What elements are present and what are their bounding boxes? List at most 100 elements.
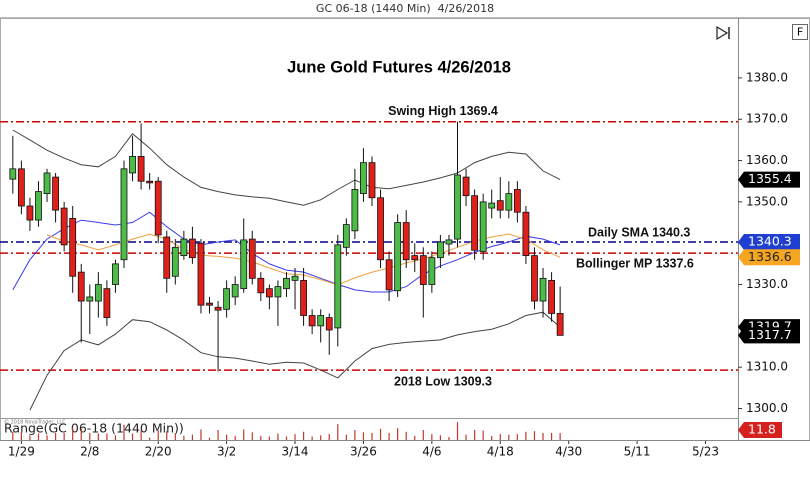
candle-body	[496, 200, 504, 211]
candle-body	[189, 238, 196, 259]
x-tick-label: 5/11	[624, 445, 651, 459]
price-tag	[738, 171, 800, 188]
candle-body	[428, 257, 436, 285]
candle-body	[26, 205, 34, 221]
candle-body	[505, 193, 513, 211]
candle-body	[52, 176, 59, 211]
candle-body	[17, 168, 25, 207]
x-tick-label: 2/20	[145, 445, 172, 459]
candle-body	[77, 271, 85, 302]
overlay-line	[12, 211, 561, 293]
candle-body	[137, 156, 145, 182]
x-tick-label: 3/14	[282, 445, 309, 459]
candle-body	[69, 218, 77, 277]
candle-body	[86, 296, 94, 302]
level-label: 2018 Low 1309.3	[394, 374, 492, 388]
candle-body	[462, 176, 470, 197]
x-tick-label: 3/26	[350, 445, 377, 459]
toolbar-button-label[interactable]: F	[797, 26, 803, 39]
candle-body	[351, 189, 359, 232]
candle-body	[488, 202, 496, 209]
x-tick-label: 4/30	[555, 445, 582, 459]
y-tick-label: 1330.0	[746, 277, 788, 291]
price-tag	[738, 327, 800, 344]
price-tag	[738, 249, 800, 266]
candle-body	[180, 238, 188, 257]
x-tick-label: 5/23	[692, 445, 719, 459]
x-tick-label: 4/6	[422, 445, 441, 459]
candle-body	[411, 255, 419, 261]
candle-body	[325, 317, 333, 331]
candle-body	[120, 168, 128, 261]
y-tick-label: 1370.0	[746, 112, 788, 126]
panel-title: Range(GC 06-18 (1440 Min))	[4, 421, 184, 436]
level-label: Daily SMA 1340.3	[588, 225, 690, 239]
candle-body	[556, 313, 564, 336]
candle-body	[522, 211, 530, 257]
candle-body	[146, 180, 154, 184]
price-tag-label: 1317.7	[748, 327, 792, 342]
candle-body	[394, 222, 402, 292]
candle-body	[454, 174, 461, 240]
playback-icon[interactable]	[716, 25, 730, 41]
range-tag	[738, 422, 782, 438]
candle-body	[283, 277, 290, 290]
candle-body	[35, 191, 42, 221]
overlay-line	[29, 311, 561, 411]
candle-body	[377, 197, 384, 261]
chart-title: June Gold Futures 4/26/2018	[287, 58, 511, 76]
candle-body	[402, 222, 410, 261]
candle-body	[43, 172, 51, 195]
candle-body	[437, 241, 444, 259]
candle-body	[240, 239, 248, 290]
candle-body	[9, 168, 17, 180]
toolbar-button[interactable]	[792, 24, 808, 40]
candle-body	[112, 263, 119, 285]
candle-body	[231, 284, 239, 298]
price-tag	[738, 233, 800, 250]
candle-body	[291, 275, 299, 281]
y-tick-label: 1360.0	[746, 153, 788, 167]
candle-body	[60, 207, 68, 246]
price-tag-label: 1355.4	[748, 171, 792, 186]
candle-body	[129, 156, 136, 174]
candle-body	[419, 255, 427, 285]
candle-body	[103, 288, 111, 318]
price-tag-label: 1340.3	[748, 233, 792, 248]
candle-body	[223, 288, 231, 310]
y-tick-label: 1380.0	[746, 70, 788, 84]
candle-body	[154, 180, 162, 236]
candle-body	[385, 259, 393, 291]
candle-body	[300, 279, 307, 316]
candle-body	[548, 279, 555, 314]
candle-body	[531, 255, 538, 302]
candle-body	[368, 162, 376, 199]
x-tick-label: 1/29	[8, 445, 35, 459]
candle-body	[274, 286, 282, 298]
candle-body	[265, 288, 273, 298]
window-header: GC 06-18 (1440 Min) 4/26/2018	[0, 0, 810, 18]
level-label: Bollinger MP 1337.6	[576, 256, 694, 270]
candle-body	[163, 236, 171, 279]
candle-body	[513, 189, 521, 213]
candle-body	[197, 242, 205, 306]
candle-body	[360, 162, 367, 195]
candle-body	[317, 315, 325, 327]
candle-body	[445, 239, 453, 245]
candle-body	[479, 201, 487, 252]
y-tick-label: 1310.0	[746, 360, 788, 374]
candle-body	[206, 302, 213, 306]
candle-body	[171, 246, 179, 277]
candle-body	[94, 284, 102, 302]
candle-body	[257, 277, 265, 294]
candle-body	[539, 277, 547, 302]
watermark: © 2018 NinjaTrader, LLC	[4, 419, 66, 426]
price-tag-label: 1336.6	[748, 249, 792, 264]
level-label: Swing High 1369.4	[388, 104, 498, 118]
x-tick-label: 4/18	[487, 445, 514, 459]
candle-body	[308, 315, 316, 327]
candle-body	[342, 224, 350, 248]
candle-body	[471, 195, 479, 251]
